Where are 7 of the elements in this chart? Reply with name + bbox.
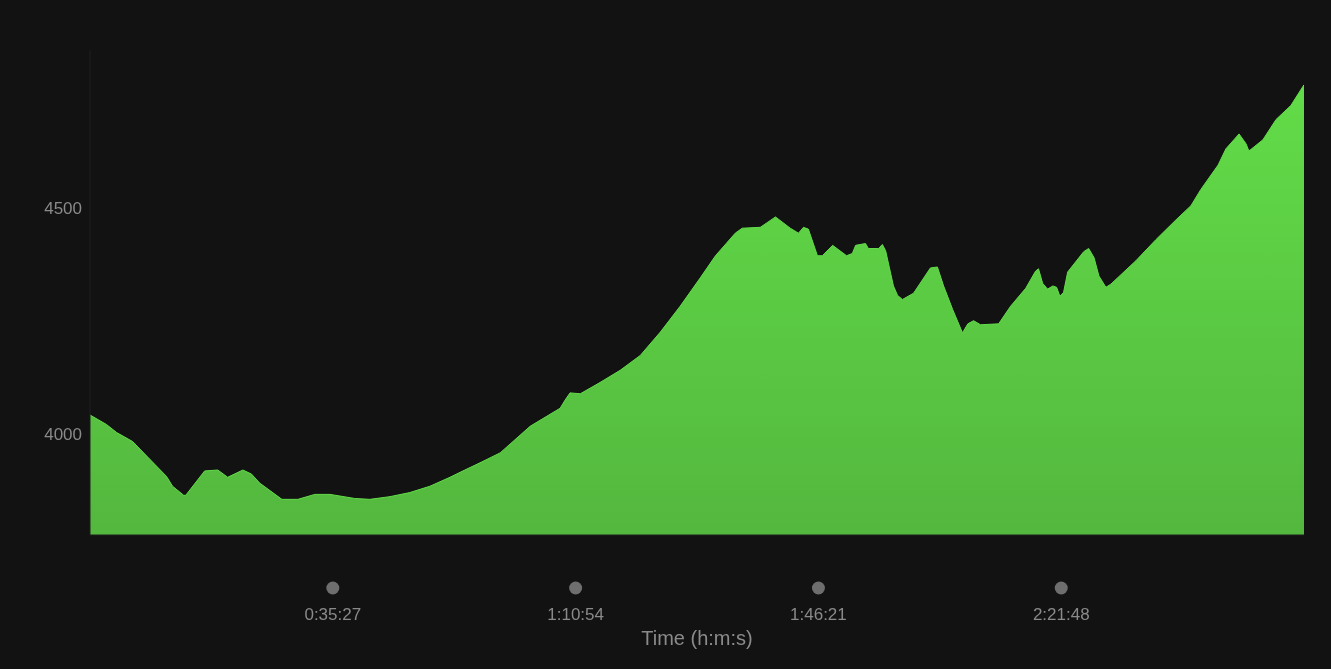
y-tick-label: 4500 xyxy=(44,198,82,218)
x-axis-title: Time (h:m:s) xyxy=(641,627,753,649)
x-tick-label: 0:35:27 xyxy=(304,605,362,624)
x-tick-label: 2:21:48 xyxy=(1032,605,1090,624)
y-tick-label: 4000 xyxy=(44,424,82,444)
x-tick-label: 1:46:21 xyxy=(790,605,847,624)
x-tick-label: 1:10:54 xyxy=(547,605,604,624)
